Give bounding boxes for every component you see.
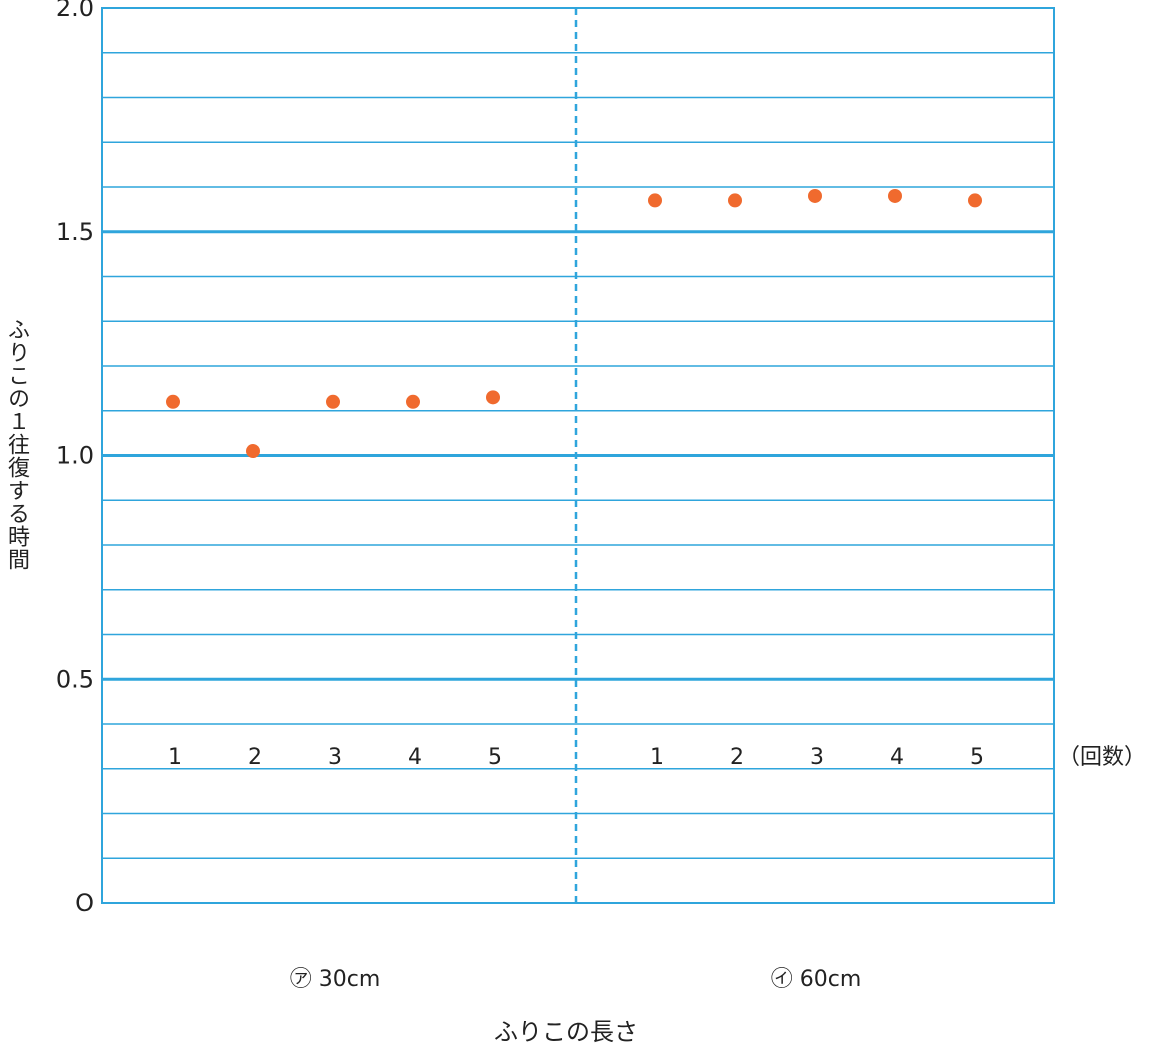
x-tick-label: 2 <box>730 745 744 770</box>
x-tick-label: 1 <box>650 745 664 770</box>
count-unit-label: （回数） <box>1058 745 1146 770</box>
y-tick-label: 2.0 <box>56 0 94 22</box>
data-point <box>486 390 500 405</box>
x-tick-label: 5 <box>970 745 984 770</box>
data-point <box>888 188 902 203</box>
x-tick-label: 1 <box>168 745 182 770</box>
group-label: ㋑ 60cm <box>771 967 862 992</box>
x-tick-labels: 1 2 3 4 5 1 2 3 4 5 <box>168 745 984 770</box>
data-point <box>808 188 822 203</box>
y-tick-labels: O 0.5 1.0 1.5 2.0 <box>56 0 94 917</box>
y-tick-label: O <box>75 889 94 917</box>
plot-frame <box>101 7 1055 904</box>
grid-layer <box>101 7 1055 904</box>
y-tick-label: 1.0 <box>56 442 94 470</box>
group-label: ㋐ 30cm <box>290 967 381 992</box>
x-tick-label: 4 <box>408 745 422 770</box>
data-point <box>246 444 260 459</box>
data-point <box>326 394 340 409</box>
y-tick-label: 0.5 <box>56 665 94 693</box>
data-point <box>406 394 420 409</box>
y-axis-label: ふりこの１往復する時間 <box>4 318 29 571</box>
y-tick-label: 1.5 <box>56 218 94 246</box>
data-point <box>166 394 180 409</box>
data-point <box>648 193 662 208</box>
x-tick-label: 3 <box>810 745 824 770</box>
x-axis-label: ふりこの長さ <box>494 1018 638 1046</box>
group-labels: ㋐ 30cm ㋑ 60cm <box>290 967 862 992</box>
x-tick-label: 4 <box>890 745 904 770</box>
x-tick-label: 2 <box>248 745 262 770</box>
data-point <box>968 193 982 208</box>
x-tick-label: 5 <box>488 745 502 770</box>
data-point <box>728 193 742 208</box>
data-points <box>166 188 982 459</box>
x-tick-label: 3 <box>328 745 342 770</box>
